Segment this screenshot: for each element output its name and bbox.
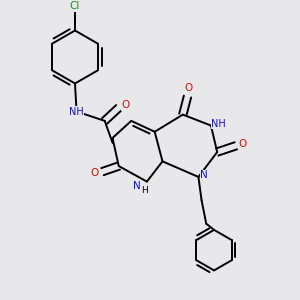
Text: O: O bbox=[184, 83, 192, 94]
Text: O: O bbox=[122, 100, 130, 110]
Text: Cl: Cl bbox=[70, 1, 80, 11]
Text: H: H bbox=[141, 186, 148, 195]
Text: O: O bbox=[239, 139, 247, 149]
Text: NH: NH bbox=[69, 106, 84, 116]
Text: N: N bbox=[200, 170, 208, 180]
Text: O: O bbox=[90, 168, 98, 178]
Text: N: N bbox=[133, 181, 141, 191]
Text: NH: NH bbox=[212, 119, 226, 129]
